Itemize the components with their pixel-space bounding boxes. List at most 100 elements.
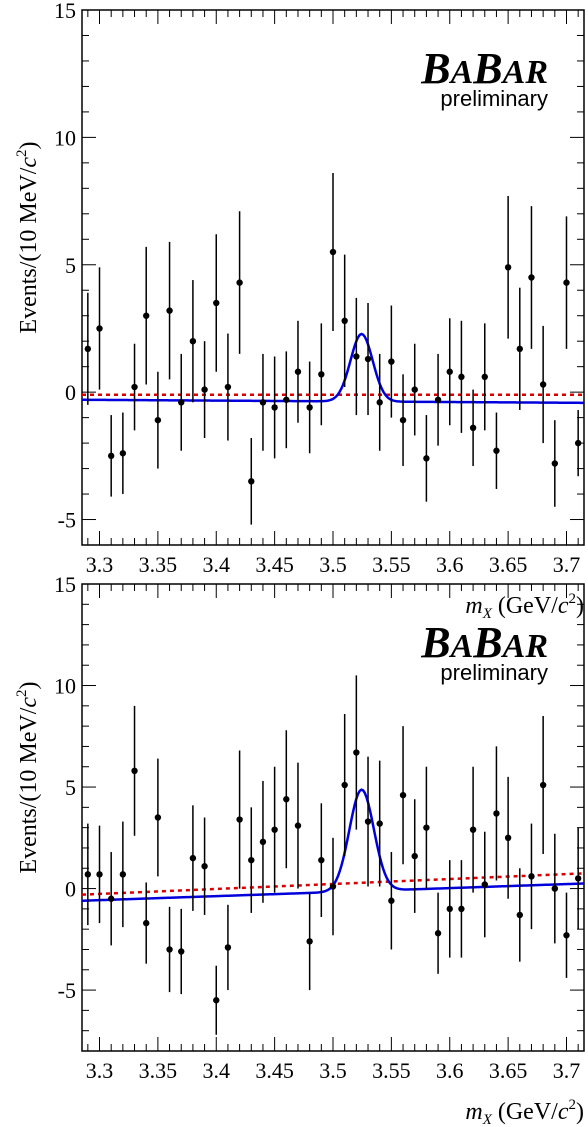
data-point: [236, 816, 243, 823]
data-point: [563, 279, 570, 286]
data-point: [364, 818, 372, 825]
data-point: [493, 810, 500, 817]
data-point: [178, 948, 185, 955]
data-point: [306, 404, 313, 411]
data-point: [248, 856, 255, 864]
data-point: [551, 885, 559, 892]
x-tick-label: 3.65: [489, 1058, 528, 1083]
data-point: [341, 317, 348, 325]
data-point: [446, 368, 453, 375]
data-point: [96, 325, 103, 332]
data-point: [388, 897, 395, 904]
signal-fit-curve: [81, 332, 585, 405]
data-point: [259, 399, 267, 406]
x-tick-label: 3.35: [139, 552, 178, 577]
data-point: [481, 373, 488, 381]
data-point: [539, 781, 547, 789]
data-point: [364, 355, 372, 363]
data-point: [353, 749, 360, 756]
data-point: [166, 307, 173, 314]
chart-panel-1: 3.3 3.35 3.4 3.45 3.5 3.55 3.6 3.65 3.7 -5 0 5 10 15 m…: [14, 0, 585, 622]
data-point: [411, 386, 418, 393]
data-point: [481, 881, 488, 888]
data-point: [143, 919, 150, 927]
x-tick-label: 3.35: [139, 1058, 178, 1083]
data-point: [376, 399, 383, 406]
x-tick-label: 3.45: [255, 552, 294, 577]
data-point: [107, 895, 115, 902]
data-point: [458, 373, 465, 381]
y-tick-label: 0: [65, 877, 76, 902]
data-point: [376, 820, 383, 827]
data-point: [84, 345, 92, 353]
data-point: [154, 416, 162, 424]
data-point: [341, 781, 348, 789]
data-point: [528, 274, 535, 281]
y-axis-title: Events/(10 MeV/c2): [14, 681, 42, 873]
x-tick-label: 3.7: [553, 1058, 581, 1083]
data-point: [107, 452, 115, 460]
data-point: [294, 368, 302, 375]
data-point: [271, 404, 278, 411]
x-tick-label: 3.55: [372, 552, 411, 577]
babar-logo: BABAR: [420, 44, 548, 93]
x-tick-label: 3.5: [319, 1058, 347, 1083]
x-tick-label: 3.3: [86, 1058, 114, 1083]
data-point: [119, 871, 127, 878]
babar-logo: BABAR: [420, 618, 548, 667]
data-point: [213, 997, 220, 1004]
data-point: [551, 460, 559, 467]
data-point: [143, 312, 150, 319]
data-point: [283, 796, 290, 803]
data-point: [469, 826, 477, 833]
y-tick-label: 10: [54, 125, 76, 150]
data-point: [423, 824, 430, 831]
data-point: [539, 381, 547, 388]
data-point: [154, 814, 162, 821]
data-point: [353, 353, 360, 360]
data-point: [411, 852, 418, 860]
data-point: [131, 767, 138, 774]
data-point: [399, 791, 407, 799]
x-tick-label: 3.65: [489, 552, 528, 577]
data-point: [399, 416, 407, 424]
data-point: [504, 264, 512, 271]
data-point: [178, 399, 185, 406]
data-point: [294, 822, 302, 829]
data-point: [271, 826, 278, 833]
data-point: [283, 396, 290, 403]
data-point: [423, 455, 430, 462]
x-tick-label: 3.5: [319, 552, 347, 577]
y-tick-label: 0: [65, 380, 76, 405]
preliminary-label: preliminary: [440, 660, 548, 685]
data-point: [446, 905, 453, 913]
x-tick-label: 3.6: [436, 552, 464, 577]
data-point: [96, 871, 103, 878]
data-point: [563, 932, 570, 939]
data-point: [516, 911, 523, 919]
data-point: [248, 478, 255, 485]
data-point: [201, 863, 208, 870]
x-tick-label: 3.4: [203, 552, 231, 577]
x-tick-label: 3.55: [372, 1058, 411, 1083]
x-tick-label: 3.4: [203, 1058, 231, 1083]
data-point: [306, 938, 313, 945]
y-tick-label: 10: [54, 674, 76, 699]
y-tick-label: 5: [65, 253, 76, 278]
x-tick-label: 3.6: [436, 1058, 464, 1083]
data-point: [224, 944, 232, 951]
y-tick-label: 5: [65, 775, 76, 800]
data-point: [434, 930, 442, 937]
data-point: [469, 424, 477, 432]
data-point: [189, 854, 197, 862]
data-point: [224, 383, 232, 391]
data-point: [201, 386, 208, 393]
data-point: [318, 856, 325, 864]
data-point: [213, 299, 220, 307]
data-point: [84, 871, 92, 878]
data-point: [119, 450, 127, 457]
data-point: [329, 883, 337, 890]
data-point: [574, 875, 582, 882]
x-axis-title: mX (GeV/c2): [465, 591, 584, 622]
